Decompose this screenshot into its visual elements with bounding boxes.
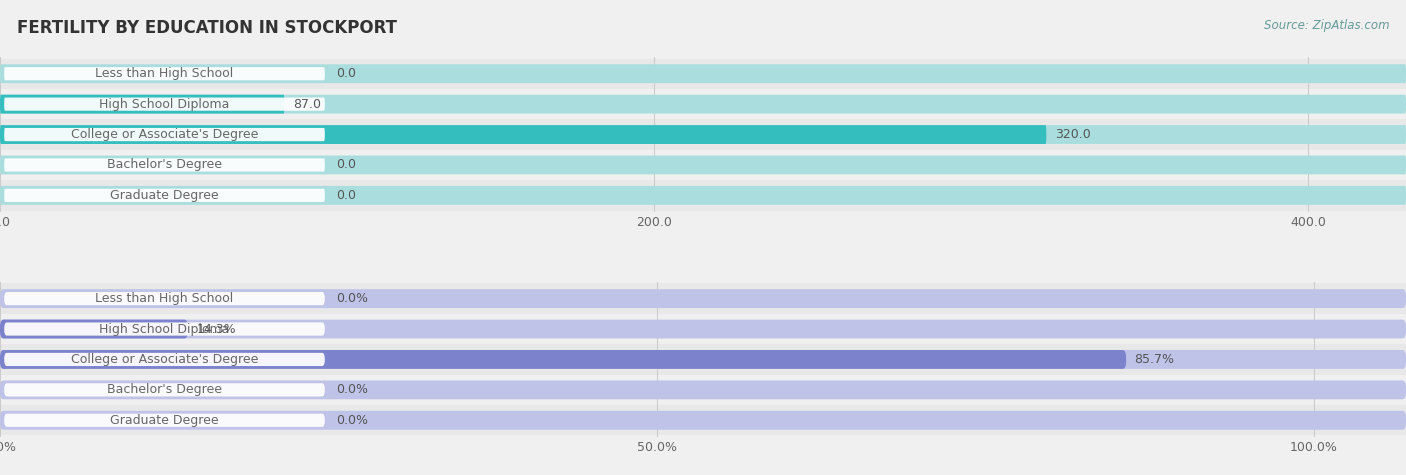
Text: High School Diploma: High School Diploma <box>100 323 229 335</box>
FancyBboxPatch shape <box>0 380 1406 399</box>
Text: Bachelor's Degree: Bachelor's Degree <box>107 383 222 396</box>
Bar <box>0 405 1406 436</box>
FancyBboxPatch shape <box>0 125 1046 144</box>
FancyBboxPatch shape <box>4 158 325 171</box>
FancyBboxPatch shape <box>4 414 325 427</box>
FancyBboxPatch shape <box>4 128 325 141</box>
FancyBboxPatch shape <box>0 186 1406 205</box>
Text: Source: ZipAtlas.com: Source: ZipAtlas.com <box>1264 19 1389 32</box>
Bar <box>0 375 1406 405</box>
Text: 0.0: 0.0 <box>336 159 356 171</box>
Text: Less than High School: Less than High School <box>96 292 233 305</box>
FancyBboxPatch shape <box>4 189 325 202</box>
FancyBboxPatch shape <box>0 289 1406 308</box>
Text: 87.0: 87.0 <box>292 98 321 111</box>
Text: 0.0%: 0.0% <box>336 383 368 396</box>
Text: 0.0: 0.0 <box>336 67 356 80</box>
FancyBboxPatch shape <box>4 292 325 305</box>
FancyBboxPatch shape <box>0 95 284 114</box>
Text: 320.0: 320.0 <box>1054 128 1091 141</box>
Text: College or Associate's Degree: College or Associate's Degree <box>70 353 259 366</box>
Bar <box>0 180 1406 210</box>
FancyBboxPatch shape <box>0 320 1406 339</box>
Bar <box>0 58 1406 89</box>
FancyBboxPatch shape <box>0 350 1406 369</box>
FancyBboxPatch shape <box>4 97 325 111</box>
FancyBboxPatch shape <box>0 125 1406 144</box>
FancyBboxPatch shape <box>0 155 1406 174</box>
Text: High School Diploma: High School Diploma <box>100 98 229 111</box>
Bar <box>0 284 1406 314</box>
Bar <box>0 344 1406 375</box>
Text: 0.0: 0.0 <box>336 189 356 202</box>
FancyBboxPatch shape <box>4 323 325 336</box>
Text: 0.0%: 0.0% <box>336 414 368 427</box>
FancyBboxPatch shape <box>4 67 325 80</box>
Text: Bachelor's Degree: Bachelor's Degree <box>107 159 222 171</box>
FancyBboxPatch shape <box>4 383 325 397</box>
FancyBboxPatch shape <box>0 411 1406 430</box>
FancyBboxPatch shape <box>0 95 1406 114</box>
Text: 85.7%: 85.7% <box>1135 353 1174 366</box>
Text: FERTILITY BY EDUCATION IN STOCKPORT: FERTILITY BY EDUCATION IN STOCKPORT <box>17 19 396 37</box>
Bar <box>0 89 1406 119</box>
Text: Graduate Degree: Graduate Degree <box>110 189 219 202</box>
Bar <box>0 119 1406 150</box>
Text: College or Associate's Degree: College or Associate's Degree <box>70 128 259 141</box>
Text: Graduate Degree: Graduate Degree <box>110 414 219 427</box>
FancyBboxPatch shape <box>0 320 188 339</box>
FancyBboxPatch shape <box>0 350 1126 369</box>
Text: 0.0%: 0.0% <box>336 292 368 305</box>
FancyBboxPatch shape <box>4 353 325 366</box>
Text: Less than High School: Less than High School <box>96 67 233 80</box>
FancyBboxPatch shape <box>0 64 1406 83</box>
Text: 14.3%: 14.3% <box>197 323 236 335</box>
Bar <box>0 150 1406 180</box>
Bar <box>0 314 1406 344</box>
